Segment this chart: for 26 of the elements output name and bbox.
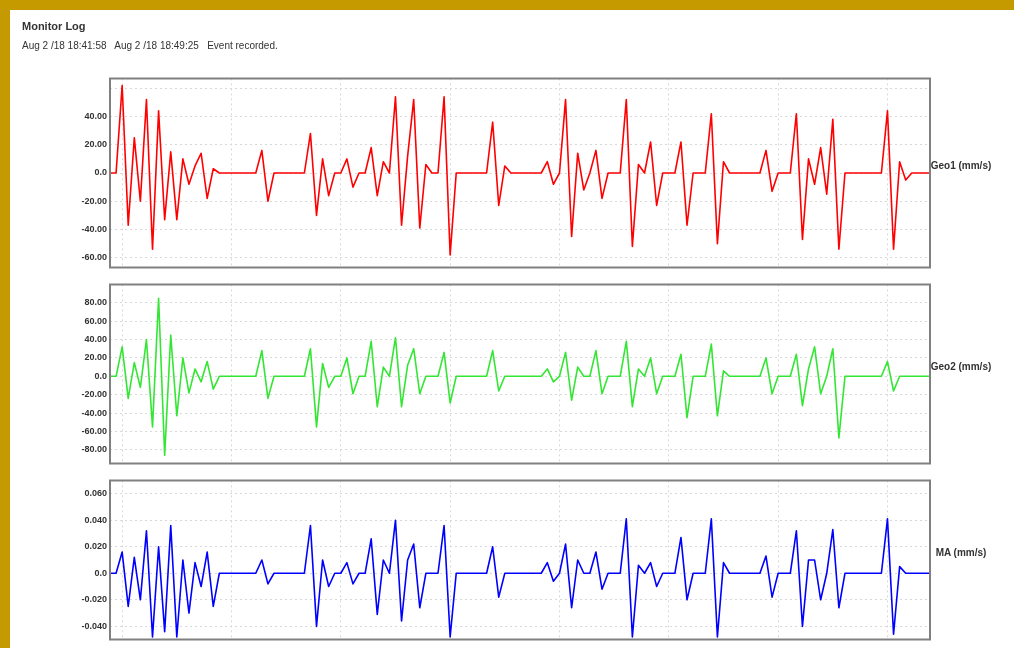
y-tick-label: -0.020: [81, 594, 107, 605]
y-tick-label: 0.0: [94, 167, 107, 178]
y-tick-label: -20.00: [81, 195, 107, 206]
y-tick-label: -40.00: [81, 407, 107, 418]
y-tick-label: 20.00: [84, 139, 107, 150]
y-tick-label: -20.00: [81, 389, 107, 400]
y-tick-label: 60.00: [84, 315, 107, 326]
y-axis-title: MA (mm/s): [934, 546, 988, 560]
y-tick-label: -80.00: [81, 444, 107, 455]
y-tick-label: 0.0: [94, 370, 107, 381]
y-tick-label: 80.00: [84, 297, 107, 308]
y-tick-label: 0.0: [94, 567, 107, 578]
y-tick-label: 0.040: [84, 514, 107, 525]
y-tick-label: -60.00: [81, 252, 107, 263]
y-tick-label: -0.040: [81, 620, 107, 631]
y-tick-label: -40.00: [81, 223, 107, 234]
y-axis-title: Geo2 (mm/s): [929, 360, 993, 374]
y-tick-label: -60.00: [81, 425, 107, 436]
chart-title: Monitor Log: [22, 20, 86, 32]
y-tick-label: 0.060: [84, 488, 107, 499]
chart-subtitle: Aug 2 /18 18:41:58 Aug 2 /18 18:49:25 Event recorded.: [22, 40, 278, 51]
y-tick-label: 0.020: [84, 541, 107, 552]
y-tick-label: 40.00: [84, 334, 107, 345]
y-tick-label: 40.00: [84, 111, 107, 122]
y-tick-label: 20.00: [84, 352, 107, 363]
y-axis-title: Geo1 (mm/s): [929, 159, 993, 173]
